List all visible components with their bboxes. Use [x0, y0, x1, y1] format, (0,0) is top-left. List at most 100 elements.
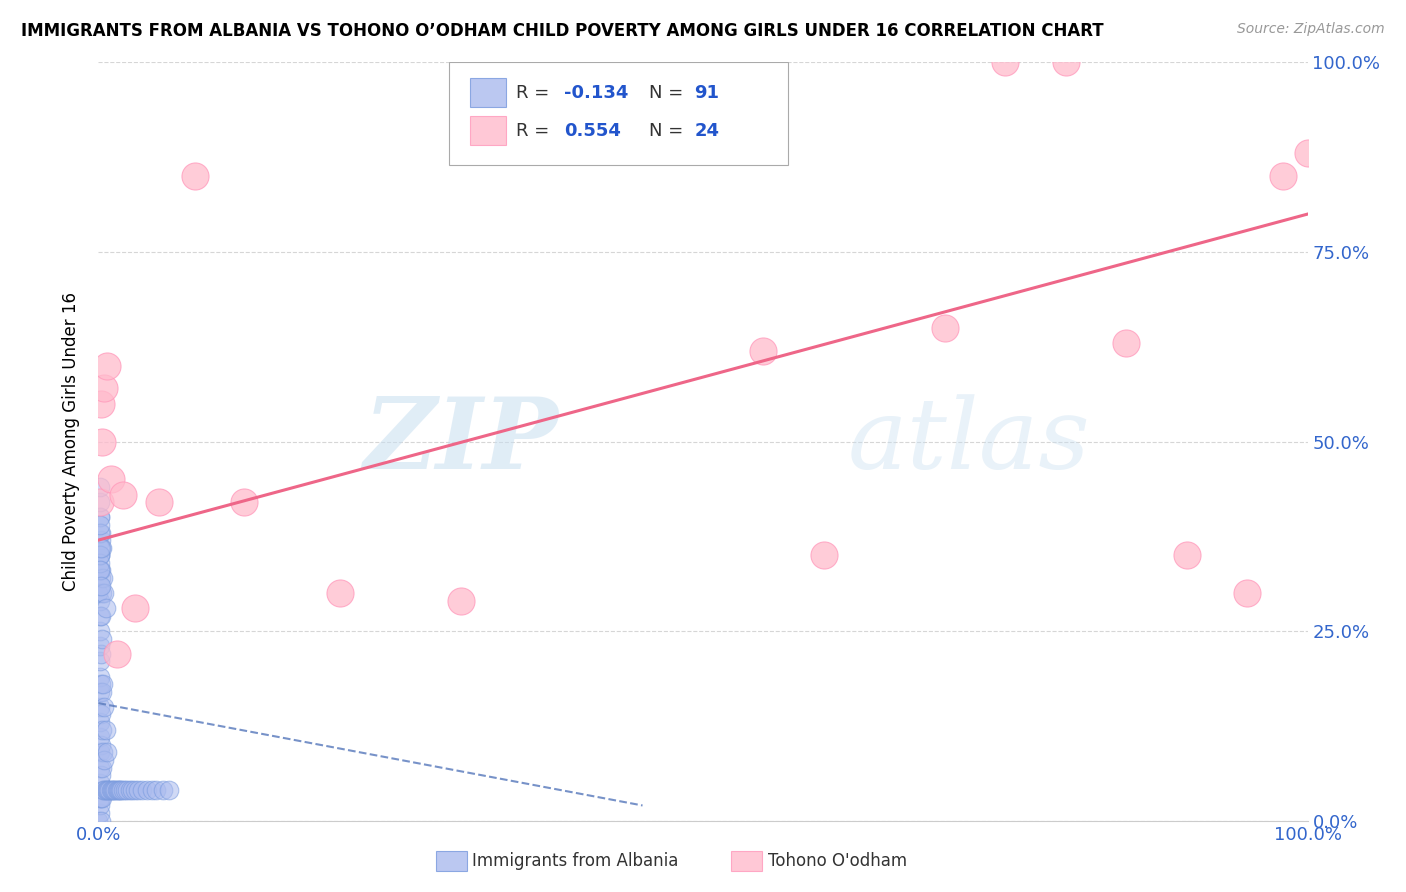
Point: [100, 783, 122, 797]
Point: [121, 783, 143, 797]
Point: [89, 730, 111, 744]
Point: [89, 699, 111, 714]
Point: [89, 556, 111, 570]
Text: R =: R =: [516, 84, 554, 102]
Text: IMMIGRANTS FROM ALBANIA VS TOHONO O’ODHAM CHILD POVERTY AMONG GIRLS UNDER 16 COR: IMMIGRANTS FROM ALBANIA VS TOHONO O’ODHA…: [21, 22, 1104, 40]
Point: [89, 746, 111, 760]
Point: [111, 487, 134, 501]
Point: [90, 533, 112, 548]
Point: [89, 594, 111, 608]
Point: [89, 760, 111, 774]
Point: [118, 783, 141, 797]
Point: [752, 343, 775, 358]
Point: [90, 707, 112, 722]
Point: [157, 783, 180, 797]
Point: [127, 783, 149, 797]
Text: 91: 91: [695, 84, 720, 102]
Text: Source: ZipAtlas.com: Source: ZipAtlas.com: [1237, 22, 1385, 37]
Point: [90, 814, 112, 828]
Point: [90, 541, 112, 555]
Point: [141, 783, 163, 797]
Point: [89, 685, 111, 699]
Point: [97, 783, 120, 797]
Point: [91, 632, 114, 646]
Point: [89, 510, 111, 524]
Point: [89, 608, 111, 623]
Point: [93, 699, 115, 714]
Text: ZIP: ZIP: [363, 393, 558, 490]
Text: N =: N =: [648, 121, 689, 140]
Point: [89, 624, 111, 639]
Point: [91, 434, 114, 449]
Point: [90, 564, 112, 578]
Point: [89, 776, 111, 790]
Point: [89, 510, 111, 524]
Point: [94, 723, 117, 737]
FancyBboxPatch shape: [449, 62, 787, 165]
Y-axis label: Child Poverty Among Girls Under 16: Child Poverty Among Girls Under 16: [62, 292, 80, 591]
Point: [1115, 335, 1137, 350]
Point: [148, 495, 170, 509]
Point: [90, 571, 112, 585]
Point: [94, 601, 117, 615]
Point: [96, 746, 118, 760]
Point: [89, 517, 111, 532]
Point: [90, 525, 112, 540]
Point: [111, 783, 134, 797]
Point: [90, 647, 112, 661]
Point: [91, 723, 114, 737]
Point: [89, 525, 111, 540]
Point: [89, 548, 111, 563]
FancyBboxPatch shape: [470, 116, 506, 145]
Point: [91, 791, 114, 805]
Point: [96, 359, 118, 373]
Point: [145, 783, 167, 797]
Point: [87, 814, 110, 828]
Text: R =: R =: [516, 121, 554, 140]
Point: [108, 783, 131, 797]
Point: [329, 586, 352, 600]
FancyBboxPatch shape: [470, 78, 506, 107]
Point: [91, 760, 114, 774]
Point: [93, 783, 115, 797]
Point: [100, 783, 122, 797]
Point: [91, 541, 114, 555]
Point: [124, 783, 146, 797]
Point: [87, 586, 110, 600]
Point: [114, 783, 136, 797]
Point: [105, 647, 128, 661]
Point: [91, 685, 114, 699]
Point: [110, 783, 132, 797]
Point: [93, 586, 115, 600]
Point: [131, 783, 153, 797]
Point: [104, 783, 127, 797]
Point: [91, 746, 114, 760]
Point: [91, 677, 114, 691]
Point: [89, 791, 111, 805]
Point: [90, 608, 112, 623]
Point: [89, 806, 111, 821]
Point: [124, 601, 146, 615]
Point: [91, 783, 114, 797]
Point: [89, 495, 111, 509]
Point: [94, 783, 117, 797]
Point: [89, 564, 111, 578]
Point: [152, 783, 174, 797]
Point: [103, 783, 125, 797]
Point: [101, 783, 124, 797]
Point: [450, 594, 472, 608]
Point: [90, 579, 112, 593]
Point: [89, 480, 111, 494]
Point: [135, 783, 157, 797]
Point: [91, 586, 114, 600]
Point: [90, 396, 112, 410]
Point: [98, 783, 121, 797]
Point: [89, 669, 111, 683]
Point: [93, 382, 115, 396]
Point: [91, 571, 114, 585]
Point: [90, 791, 112, 805]
Text: Tohono O'odham: Tohono O'odham: [768, 852, 907, 870]
Point: [93, 753, 115, 767]
Point: [105, 783, 128, 797]
Text: atlas: atlas: [848, 394, 1091, 489]
